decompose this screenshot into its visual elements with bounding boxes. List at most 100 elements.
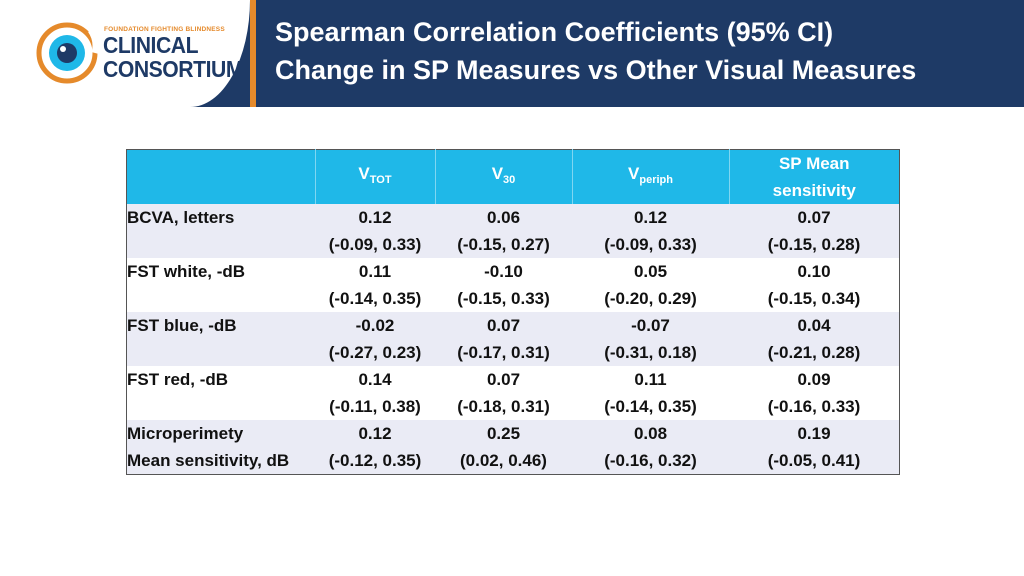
correlation-value: 0.11 <box>358 262 392 281</box>
col-header-sub: periph <box>639 174 673 186</box>
correlation-value: 0.12 <box>358 208 392 227</box>
correlation-cell: 0.07 (-0.17, 0.31) <box>435 312 572 366</box>
confidence-interval: (-0.09, 0.33) <box>604 235 697 254</box>
correlation-cell: -0.07 (-0.31, 0.18) <box>572 312 729 366</box>
row-label-line: BCVA, letters <box>127 208 235 227</box>
confidence-interval: (-0.20, 0.29) <box>604 289 697 308</box>
correlation-cell: 0.11 (-0.14, 0.35) <box>572 366 729 420</box>
logo-line-1: CLINICAL <box>103 32 199 58</box>
table-row: FST red, -dB 0.14 (-0.11, 0.38) 0.07 (-0.18,… <box>126 366 900 420</box>
table-row: FST blue, -dB -0.02 (-0.27, 0.23) 0.07 (-0.1… <box>126 312 900 366</box>
row-label-line <box>127 285 315 312</box>
correlation-cell: 0.14 (-0.11, 0.38) <box>315 366 435 420</box>
confidence-interval: (-0.14, 0.35) <box>604 397 697 416</box>
correlation-value: -0.10 <box>484 262 523 281</box>
col-header-sub: TOT <box>369 174 392 186</box>
correlation-cell: 0.08 (-0.16, 0.32) <box>572 420 729 475</box>
row-label: FST blue, -dB <box>126 312 315 366</box>
row-label-line: FST blue, -dB <box>127 316 237 335</box>
row-label: BCVA, letters <box>126 204 315 258</box>
correlation-value: 0.07 <box>486 370 521 389</box>
confidence-interval: (-0.12, 0.35) <box>328 451 422 470</box>
confidence-interval: (-0.11, 0.38) <box>329 397 421 416</box>
correlation-cell: 0.05 (-0.20, 0.29) <box>572 258 729 312</box>
confidence-interval: (-0.14, 0.35) <box>328 289 422 308</box>
row-label: FST red, -dB <box>126 366 315 420</box>
confidence-interval: (-0.05, 0.41) <box>767 451 861 470</box>
header-empty-cell <box>126 149 316 204</box>
col-header-base: V <box>358 164 370 183</box>
logo-accent-stripe <box>250 0 256 107</box>
correlation-cell: 0.25 (0.02, 0.46) <box>435 420 572 475</box>
correlation-cell: 0.07 (-0.18, 0.31) <box>435 366 572 420</box>
confidence-interval: (-0.09, 0.33) <box>328 235 422 254</box>
correlation-cell: 0.19 (-0.05, 0.41) <box>729 420 900 475</box>
correlation-table: VTOT V30 Vperiph SP Mean sensitivity BCVA… <box>126 149 900 475</box>
row-label: Microperimety Mean sensitivity, dB <box>126 420 315 475</box>
correlation-value: 0.07 <box>797 208 831 227</box>
row-label-line: Microperimety <box>127 424 244 443</box>
correlation-value: -0.02 <box>355 316 395 335</box>
confidence-interval: (0.02, 0.46) <box>460 451 547 470</box>
confidence-interval: (-0.16, 0.33) <box>767 397 861 416</box>
confidence-interval: (-0.21, 0.28) <box>767 343 861 362</box>
confidence-interval: (-0.15, 0.28) <box>767 235 861 254</box>
correlation-cell: 0.04 (-0.21, 0.28) <box>729 312 900 366</box>
confidence-interval: (-0.15, 0.27) <box>457 235 550 254</box>
correlation-value: 0.11 <box>634 370 667 389</box>
row-label-line <box>127 339 315 366</box>
correlation-cell: 0.07 (-0.15, 0.28) <box>729 204 900 258</box>
correlation-value: 0.10 <box>797 262 831 281</box>
correlation-value: 0.12 <box>633 208 668 227</box>
confidence-interval: (-0.18, 0.31) <box>457 397 550 416</box>
correlation-cell: -0.10 (-0.15, 0.33) <box>435 258 572 312</box>
slide-title-line-2: Change in SP Measures vs Other Visual Me… <box>275 55 917 85</box>
correlation-value: -0.07 <box>631 316 670 335</box>
correlation-value: 0.19 <box>797 424 831 443</box>
col-header-sp-mean: SP Mean sensitivity <box>729 149 900 204</box>
correlation-cell: 0.12 (-0.09, 0.33) <box>315 204 435 258</box>
row-label: FST white, -dB <box>126 258 315 312</box>
col-header-line-1: SP Mean <box>778 154 850 173</box>
row-label-line <box>127 393 315 420</box>
correlation-value: 0.14 <box>358 370 392 389</box>
col-header-base: V <box>491 164 504 183</box>
logo-panel: FOUNDATION FIGHTING BLINDNESS CLINICAL C… <box>0 0 250 107</box>
correlation-value: 0.07 <box>486 316 521 335</box>
confidence-interval: (-0.31, 0.18) <box>604 343 697 362</box>
logo-tagline: FOUNDATION FIGHTING BLINDNESS <box>104 26 225 33</box>
correlation-value: 0.25 <box>486 424 521 443</box>
table-row: FST white, -dB 0.11 (-0.14, 0.35) -0.10 (-0.… <box>126 258 900 312</box>
confidence-interval: (-0.15, 0.33) <box>457 289 550 308</box>
col-header-line-2: sensitivity <box>772 181 856 200</box>
correlation-value: 0.08 <box>633 424 668 443</box>
eye-icon <box>36 22 98 84</box>
title-banner: FOUNDATION FIGHTING BLINDNESS CLINICAL C… <box>0 0 1024 107</box>
correlation-value: 0.04 <box>797 316 831 335</box>
correlation-value: 0.09 <box>797 370 831 389</box>
confidence-interval: (-0.17, 0.31) <box>457 343 550 362</box>
correlation-cell: -0.02 (-0.27, 0.23) <box>315 312 435 366</box>
table-row: Microperimety Mean sensitivity, dB 0.12 (-0… <box>126 420 900 475</box>
correlation-cell: 0.09 (-0.16, 0.33) <box>729 366 900 420</box>
correlation-cell: 0.10 (-0.15, 0.34) <box>729 258 900 312</box>
confidence-interval: (-0.16, 0.32) <box>604 451 697 470</box>
table-row: BCVA, letters 0.12 (-0.09, 0.33) 0.06 (-0.15… <box>126 204 900 258</box>
row-label-line: FST white, -dB <box>127 262 246 281</box>
col-header-base: V <box>628 164 640 183</box>
confidence-interval: (-0.15, 0.34) <box>767 289 861 308</box>
correlation-value: 0.12 <box>358 424 392 443</box>
col-header-vtot: VTOT <box>315 149 436 204</box>
correlation-cell: 0.11 (-0.14, 0.35) <box>315 258 435 312</box>
correlation-cell: 0.12 (-0.12, 0.35) <box>315 420 435 475</box>
col-header-sub: 30 <box>503 174 516 186</box>
correlation-cell: 0.06 (-0.15, 0.27) <box>435 204 572 258</box>
col-header-v30: V30 <box>435 149 573 204</box>
row-label-line: Mean sensitivity, dB <box>127 451 290 470</box>
logo-line-2: CONSORTIUM <box>103 56 243 82</box>
row-label-line: FST red, -dB <box>127 370 229 389</box>
table-header-row: VTOT V30 Vperiph SP Mean sensitivity <box>126 149 900 204</box>
correlation-value: 0.05 <box>633 262 668 281</box>
slide-title-line-1: Spearman Correlation Coefficients (95% C… <box>275 17 834 47</box>
correlation-cell: 0.12 (-0.09, 0.33) <box>572 204 729 258</box>
